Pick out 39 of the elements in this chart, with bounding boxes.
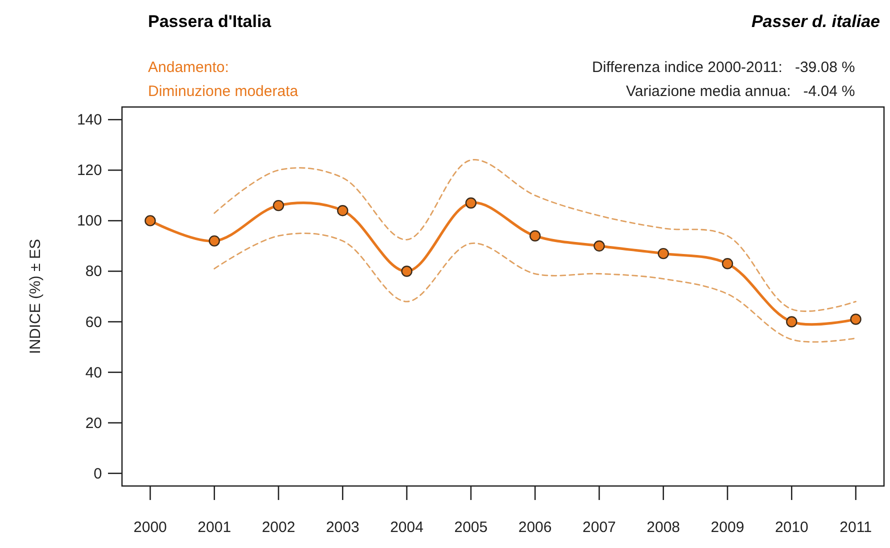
x-tick-label: 2005 — [454, 519, 488, 536]
point — [465, 197, 477, 209]
y-tick-label: 140 — [76, 112, 102, 129]
point — [786, 316, 798, 328]
point — [272, 200, 284, 212]
y-tick-label: 100 — [76, 212, 102, 230]
point — [594, 240, 605, 252]
x-tick-label: 2011 — [840, 519, 872, 536]
point — [208, 235, 220, 247]
x-tick-label: 2006 — [518, 519, 552, 536]
x-tick-label: 2000 — [134, 519, 167, 536]
x-tick-label: 2009 — [710, 519, 744, 536]
y-tick-label: 40 — [85, 364, 102, 382]
x-tick-label: 2008 — [646, 519, 680, 536]
point — [529, 230, 541, 242]
x-tick-label: 2007 — [582, 519, 616, 536]
y-tick-label: 120 — [76, 162, 102, 180]
y-tick-label: 80 — [85, 263, 102, 280]
x-tick-label: 2010 — [774, 519, 808, 536]
y-tick-label: 20 — [85, 414, 102, 432]
x-tick-label: 2004 — [390, 519, 424, 536]
text: Variazione media annua: -4.04 % — [626, 83, 855, 100]
point — [337, 204, 348, 216]
point — [850, 314, 862, 325]
y-axis-title: INDICE (%) ± ES — [27, 239, 44, 354]
chart-title: Passera d'Italia — [148, 12, 272, 31]
y-tick-label: 60 — [85, 314, 102, 331]
point — [144, 215, 156, 226]
y-tick-label: 0 — [94, 465, 102, 482]
text: Differenza indice 2000-2011: -39.08 % — [592, 59, 855, 76]
text: Diminuzione moderata — [148, 83, 299, 100]
x-tick-label: 2002 — [262, 519, 296, 536]
x-tick-label: 2003 — [326, 519, 360, 536]
point — [401, 266, 412, 277]
text: Andamento: — [148, 59, 229, 76]
point — [722, 258, 734, 270]
point — [658, 248, 669, 260]
x-tick-label: 2001 — [198, 519, 232, 536]
chart-subtitle: Passer d. italiae — [751, 12, 880, 31]
